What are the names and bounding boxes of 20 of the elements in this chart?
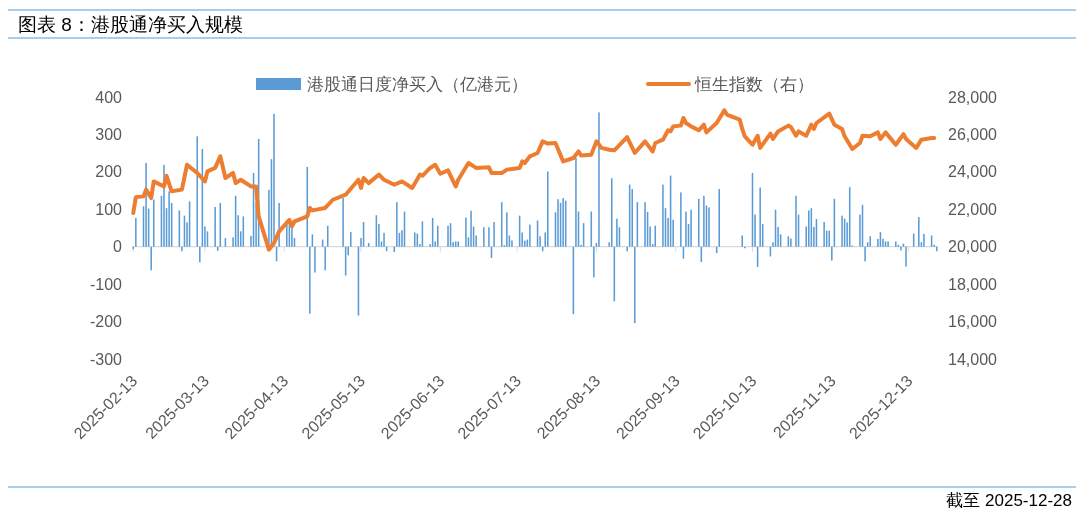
y2-tick-label: 26,000: [948, 125, 998, 143]
legend-label: 港股通日度净买入（亿港元）: [307, 75, 528, 94]
y2-tick-label: 28,000: [948, 88, 998, 106]
y-tick-label: 0: [113, 238, 123, 256]
y-tick-label: -300: [89, 350, 123, 368]
y2-tick-label: 16,000: [948, 313, 998, 331]
y-tick-label: -200: [89, 313, 123, 331]
y2-tick-label: 18,000: [948, 275, 998, 293]
y-tick-label: -100: [89, 275, 123, 293]
y2-tick-label: 20,000: [948, 238, 998, 256]
y-tick-label: 200: [95, 163, 123, 181]
legend-label: 恒生指数（右）: [694, 75, 814, 94]
y2-tick-label: 22,000: [948, 200, 998, 218]
y-tick-label: 100: [95, 200, 123, 218]
y-tick-label: 300: [95, 125, 123, 143]
y2-tick-label: 14,000: [948, 350, 998, 368]
y2-tick-label: 24,000: [948, 163, 998, 181]
chart-title: 图表 8：港股通净买入规模: [18, 14, 243, 35]
y-tick-label: 400: [95, 88, 123, 106]
text: 截至 2025-12-28: [946, 491, 1072, 510]
